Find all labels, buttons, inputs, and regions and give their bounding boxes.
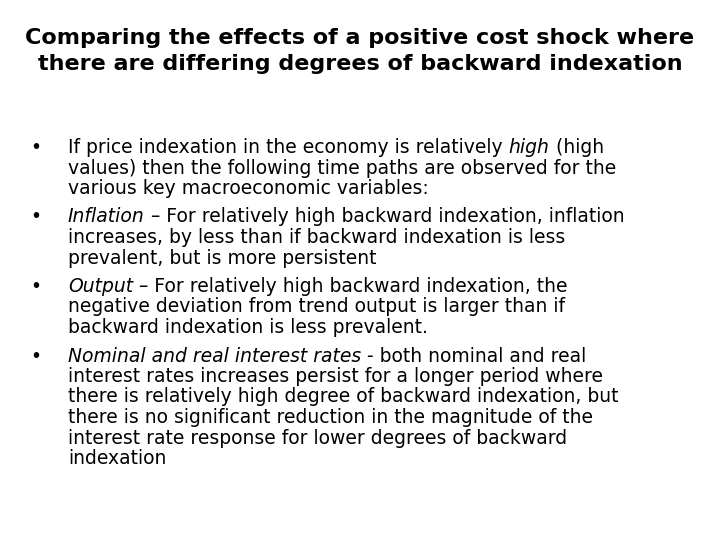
Text: If price indexation in the economy is relatively: If price indexation in the economy is re… (68, 138, 508, 157)
Text: Output: Output (68, 277, 133, 296)
Text: Comparing the effects of a positive cost shock where
there are differing degrees: Comparing the effects of a positive cost… (25, 28, 695, 73)
Text: negative deviation from trend output is larger than if: negative deviation from trend output is … (68, 298, 565, 316)
Text: various key macroeconomic variables:: various key macroeconomic variables: (68, 179, 428, 198)
Text: Inflation: Inflation (68, 207, 145, 226)
Text: backward indexation is less prevalent.: backward indexation is less prevalent. (68, 318, 428, 337)
Text: interest rates increases persist for a longer period where: interest rates increases persist for a l… (68, 367, 603, 386)
Text: •: • (30, 138, 41, 157)
Text: high: high (508, 138, 549, 157)
Text: there is relatively high degree of backward indexation, but: there is relatively high degree of backw… (68, 388, 618, 407)
Text: indexation: indexation (68, 449, 166, 468)
Text: – For relatively high backward indexation, the: – For relatively high backward indexatio… (133, 277, 567, 296)
Text: •: • (30, 277, 41, 296)
Text: •: • (30, 207, 41, 226)
Text: interest rate response for lower degrees of backward: interest rate response for lower degrees… (68, 429, 567, 448)
Text: increases, by less than if backward indexation is less: increases, by less than if backward inde… (68, 228, 565, 247)
Text: (high: (high (549, 138, 603, 157)
Text: - both nominal and real: - both nominal and real (361, 347, 586, 366)
Text: •: • (30, 347, 41, 366)
Text: Nominal and real interest rates: Nominal and real interest rates (68, 347, 361, 366)
Text: there is no significant reduction in the magnitude of the: there is no significant reduction in the… (68, 408, 593, 427)
Text: values) then the following time paths are observed for the: values) then the following time paths ar… (68, 159, 616, 178)
Text: prevalent, but is more persistent: prevalent, but is more persistent (68, 248, 377, 267)
Text: – For relatively high backward indexation, inflation: – For relatively high backward indexatio… (145, 207, 624, 226)
